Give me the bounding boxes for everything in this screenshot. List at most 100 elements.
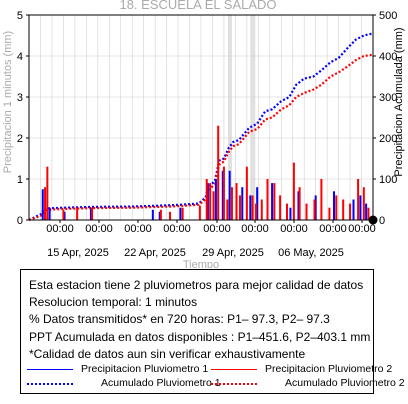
x-tick-label-date: 15 Apr, 2025 (47, 247, 109, 259)
precip-bar (228, 170, 231, 220)
precip-bar (91, 207, 94, 220)
y-tick-label-left: 0 (17, 215, 23, 227)
x-axis-label: Tiempo (183, 259, 219, 268)
x-tick-label-time: 00:00 (203, 223, 231, 235)
chart-title: 18. ESCUELA EL SALADO (119, 0, 276, 12)
precip-bar (333, 191, 336, 220)
x-tick-label-time: 00:00 (163, 223, 191, 235)
precip-bar (365, 203, 368, 220)
precip-bar (245, 166, 248, 220)
x-tick-label-time: 00:00 (348, 223, 376, 235)
precip-bar (222, 166, 225, 220)
x-tick-label-time: 00:00 (319, 223, 347, 235)
precip-bar (89, 207, 92, 220)
y-tick-label-left: 1 (17, 174, 23, 186)
precip-bar (226, 199, 229, 220)
precip-bar (151, 209, 154, 220)
precip-bar (179, 207, 182, 220)
accumulated-line (28, 32, 374, 221)
x-tick-label-time: 00:00 (241, 223, 269, 235)
legend-label-p1-bar: Precipitacion Pluviometro 1 (81, 363, 209, 375)
precip-bar (214, 179, 217, 220)
precip-bar (181, 207, 184, 220)
precip-bar (159, 209, 162, 220)
precip-bar (249, 195, 252, 220)
legend-swatch-p2-acc (211, 383, 257, 385)
precip-bar (209, 183, 212, 220)
info-line-resolution: Resolucion temporal: 1 minutos (29, 295, 198, 309)
precip-bar (44, 187, 47, 220)
precip-bar (76, 207, 79, 220)
precip-bar (335, 195, 338, 220)
precip-bar (62, 209, 65, 220)
y-tick-label-right: 500 (379, 10, 397, 22)
precip-bar (352, 199, 355, 220)
y-tick-label-right: 200 (379, 133, 397, 145)
y-tick-label-left: 2 (17, 133, 23, 145)
precip-bar (241, 187, 244, 220)
legend-swatch-p1-acc (27, 383, 73, 385)
info-line-stations: Esta estacion tiene 2 pluviometros para … (29, 278, 364, 292)
info-line-transmitted: % Datos transmitidos* en 720 horas: P1– … (29, 312, 330, 326)
precip-bar (297, 191, 300, 220)
precip-bar (260, 199, 263, 220)
precip-bar (328, 207, 331, 220)
x-tick-label-date: 06 May, 2025 (278, 247, 344, 259)
precip-bar (63, 211, 66, 220)
legend-swatch-p2-bar (211, 369, 257, 370)
precip-bar (357, 179, 360, 220)
precip-bar (217, 125, 220, 220)
precip-bar (289, 207, 292, 220)
gap-band (250, 15, 256, 220)
precip-bar (221, 170, 224, 220)
legend-label-p2-bar: Precipitacion Pluviometro 2 (265, 363, 393, 375)
precip-bar (212, 191, 215, 220)
precip-bar (362, 187, 365, 220)
precip-bar (235, 183, 238, 220)
precip-bar (359, 195, 362, 220)
y-tick-label-right: 100 (379, 174, 397, 186)
precip-bar (251, 195, 254, 220)
precip-bar (367, 207, 370, 220)
accumulated-line (28, 53, 374, 222)
precip-bar (271, 183, 274, 220)
x-tick-label-time: 00:00 (46, 223, 74, 235)
legend-swatch-p1-bar (27, 369, 73, 370)
y-tick-label-right: 300 (379, 92, 397, 104)
x-tick-label-date: 29 Apr, 2025 (202, 247, 264, 259)
x-tick-label-time: 00:00 (280, 223, 308, 235)
precip-bar (349, 203, 352, 220)
precip-bar (205, 179, 208, 220)
x-tick-label-time: 00:00 (124, 223, 152, 235)
precip-bar (273, 183, 276, 220)
y-axis-left-label: Precipitacion 1 minutos (mm) (2, 31, 14, 173)
precip-bar (279, 195, 282, 220)
info-line-accumulated: PPT Acumulada en datos disponibles : P1–… (29, 330, 371, 344)
precip-bar (46, 166, 49, 220)
precip-bar (292, 162, 295, 220)
info-box: Esta estacion tiene 2 pluviometros para … (20, 269, 405, 394)
precip-bar (286, 203, 288, 220)
precip-bar (313, 199, 316, 220)
precip-bar (230, 187, 233, 220)
precip-bar (238, 195, 241, 220)
precip-bar (305, 203, 308, 220)
legend-label-p1-acc: Acumulado Pluviometro 1 (101, 377, 221, 389)
precip-bar (206, 183, 209, 220)
precip-bar (158, 211, 161, 220)
gap-band (227, 15, 232, 220)
y-tick-label-right: 0 (379, 215, 385, 227)
precip-bar (48, 207, 51, 220)
precip-bar (266, 179, 269, 220)
y-tick-label-left: 5 (17, 10, 23, 22)
y-tick-label-left: 3 (17, 92, 23, 104)
y-axis-right-label: Precipitacion Acumulada (mm) (393, 27, 405, 176)
plot-frame (28, 14, 374, 221)
precip-bar (314, 195, 317, 220)
precip-bar (342, 199, 345, 220)
y-tick-label-right: 400 (379, 51, 397, 63)
precip-bar (320, 179, 323, 220)
precip-bar (256, 187, 259, 220)
precip-bar (41, 189, 44, 220)
